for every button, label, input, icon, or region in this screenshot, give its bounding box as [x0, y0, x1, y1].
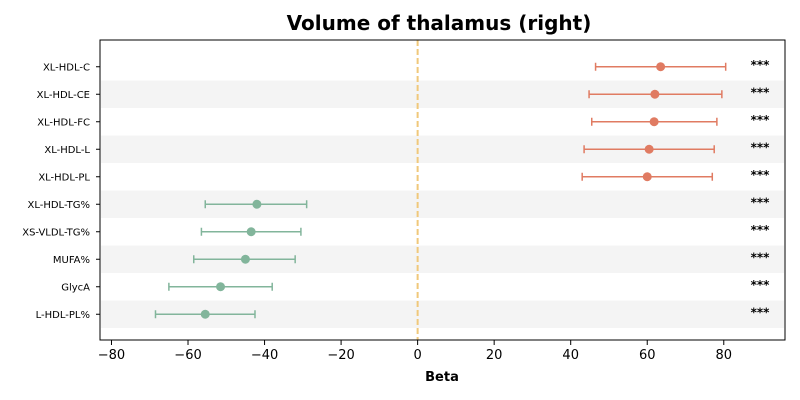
x-tick-label: 20 [486, 348, 503, 363]
x-tick-label: −80 [98, 348, 125, 363]
significance-label: *** [751, 140, 771, 154]
x-tick-label: −60 [174, 348, 201, 363]
point-estimate [252, 199, 262, 209]
significance-label: *** [751, 58, 771, 72]
significance-label: *** [751, 113, 771, 127]
row-band [101, 190, 784, 218]
x-axis-label: Beta [425, 370, 459, 385]
point-estimate [642, 172, 652, 182]
point-estimate [649, 117, 659, 127]
significance-label: *** [751, 195, 771, 209]
x-tick-label: 40 [562, 348, 579, 363]
y-tick-label: XL-HDL-L [44, 145, 90, 156]
point-estimate [216, 282, 226, 292]
significance-label: *** [751, 85, 771, 99]
x-tick-label: 60 [639, 348, 656, 363]
point-estimate [650, 89, 660, 99]
x-tick-label: 0 [413, 348, 421, 363]
chart-title: Volume of thalamus (right) [287, 11, 592, 35]
point-estimate [200, 309, 210, 319]
y-tick-label: GlycA [61, 282, 90, 293]
row-bands [101, 80, 784, 328]
x-tick-label: −20 [327, 348, 354, 363]
significance-label: *** [751, 223, 771, 237]
data-marks: *** *** *** *** *** *** *** *** *** *** [154, 58, 771, 319]
x-tick-label: −40 [251, 348, 278, 363]
y-tick-label: XL-HDL-FC [37, 117, 90, 128]
y-tick-label: MUFA% [53, 255, 90, 266]
plot-frame [99, 39, 786, 341]
y-tick-label: XL-HDL-CE [37, 90, 90, 101]
y-tick-label: XL-HDL-PL [38, 172, 90, 183]
significance-label: *** [751, 168, 771, 182]
x-axis: −80 −60 −40 −20 0 20 40 60 80 [98, 340, 732, 363]
y-axis-labels: XL-HDL-C XL-HDL-CE XL-HDL-FC XL-HDL-L XL-HDL… [22, 62, 100, 321]
point-estimate [240, 254, 250, 264]
point-estimate [656, 62, 666, 72]
significance-label: *** [751, 278, 771, 292]
y-tick-label: XL-HDL-TG% [27, 200, 90, 211]
significance-label: *** [751, 250, 771, 264]
significance-label: *** [751, 305, 771, 319]
y-tick-label: XS-VLDL-TG% [22, 227, 90, 238]
x-tick-label: 80 [715, 348, 732, 363]
y-tick-label: XL-HDL-C [43, 62, 90, 73]
y-tick-label: L-HDL-PL% [36, 310, 90, 321]
point-estimate [246, 227, 256, 237]
point-estimate [644, 144, 654, 154]
